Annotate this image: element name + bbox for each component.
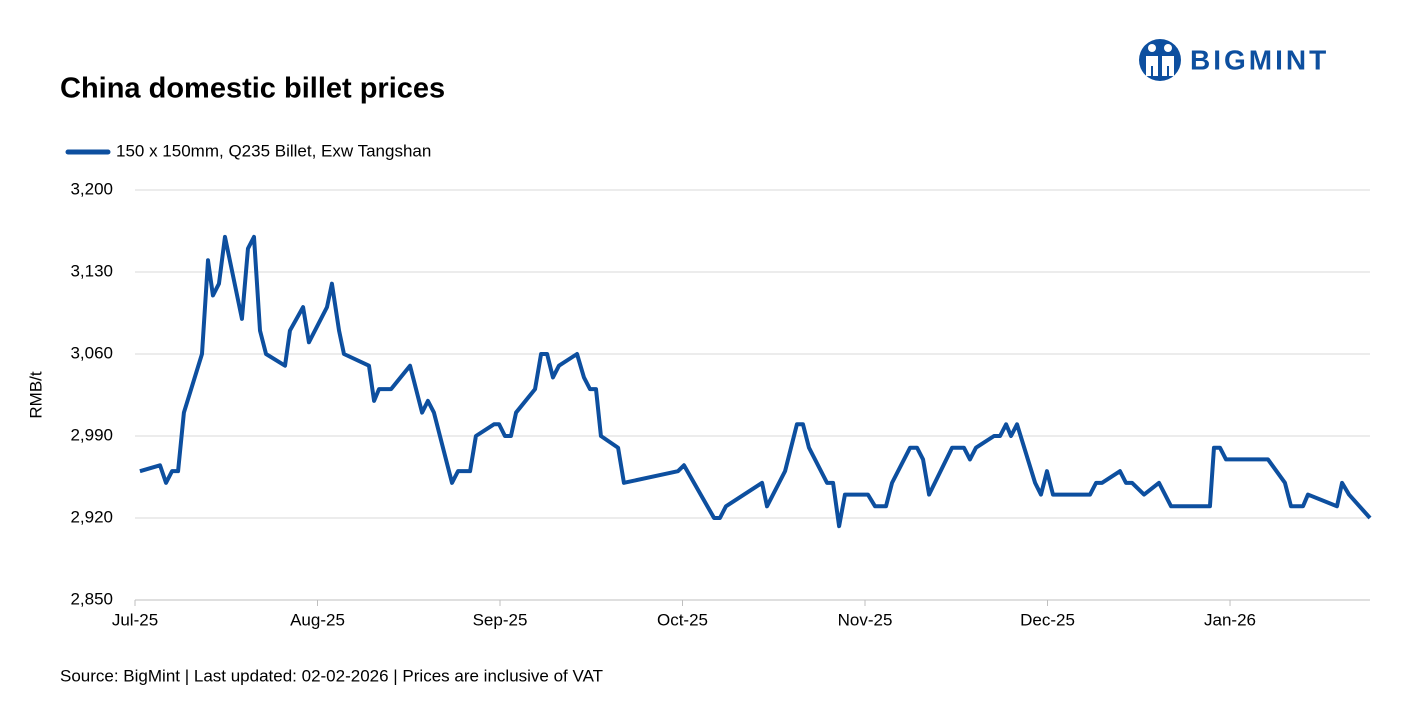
legend-label: 150 x 150mm, Q235 Billet, Exw Tangshan [116,141,431,160]
x-tick-label: Sep-25 [473,610,528,629]
line [139,234,1372,529]
logo: BIGMINT [1190,44,1329,75]
x-tick-label: Nov-25 [838,610,893,629]
x-tick-label: Dec-25 [1020,610,1075,629]
y-tick-label: 2,990 [70,425,113,444]
source-note: Source: BigMint | Last updated: 02-02-20… [60,666,603,685]
y-tick-label: 2,850 [70,589,113,608]
y-tick-label: 3,130 [70,261,113,280]
x-tick-label: Jul-25 [112,610,158,629]
y-axis-label: RMB/t [26,371,45,419]
y-tick-label: 2,920 [70,507,113,526]
chart-title: China domestic billet prices [60,73,445,105]
x-tick-label: Aug-25 [290,610,345,629]
logo-icon [1139,39,1181,81]
x-tick-label: Jan-26 [1204,610,1256,629]
y-tick-label: 3,200 [70,179,113,198]
y-tick-label: 3,060 [70,343,113,362]
x-tick-label: Oct-25 [657,610,708,629]
